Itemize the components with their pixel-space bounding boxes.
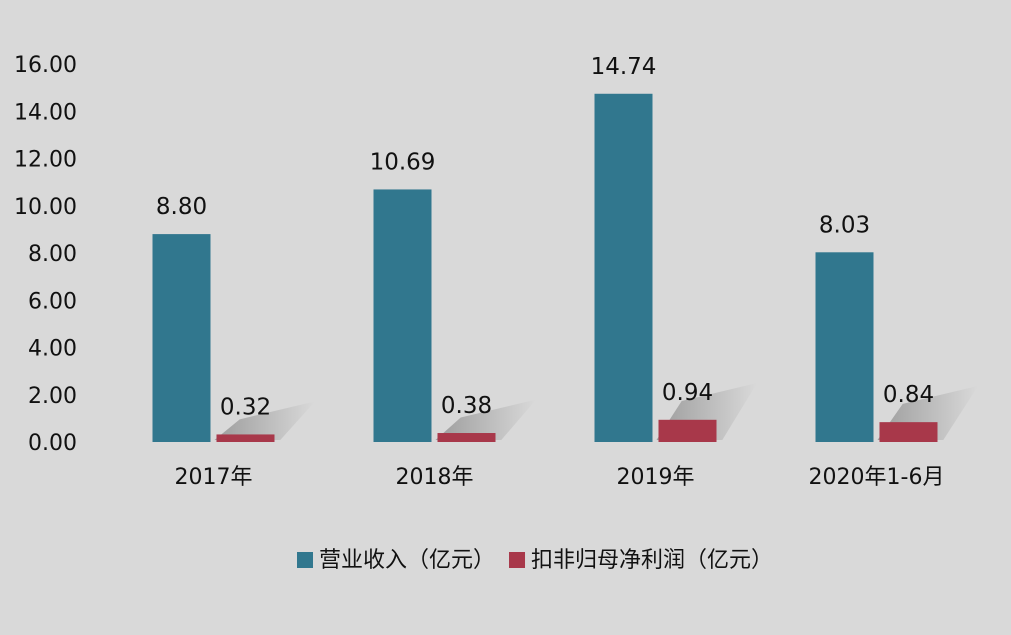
bar [437, 433, 496, 442]
y-tick-label: 8.00 [28, 242, 77, 267]
y-tick-label: 12.00 [14, 148, 77, 173]
legend-label: 扣非归母净利润（亿元） [531, 548, 773, 573]
x-tick-label: 2019年 [617, 465, 695, 490]
bar [216, 434, 275, 442]
bars [152, 93, 938, 442]
x-tick-label: 2018年 [396, 465, 474, 490]
y-tick-label: 0.00 [28, 431, 77, 456]
x-axis: 2017年 2018年 2019年 2020年1-6月 [175, 465, 945, 490]
y-tick-label: 2.00 [28, 384, 77, 409]
data-label: 8.80 [156, 194, 207, 220]
data-label: 0.32 [220, 394, 271, 420]
x-tick-label: 2020年1-6月 [809, 465, 945, 490]
data-label: 8.03 [819, 212, 870, 238]
data-label: 0.38 [441, 393, 492, 419]
data-label: 0.84 [883, 382, 934, 408]
bar [658, 419, 717, 442]
bar [594, 93, 653, 442]
bar [879, 422, 938, 442]
y-tick-label: 6.00 [28, 289, 77, 314]
bar-shadow [435, 399, 537, 440]
legend: 营业收入（亿元） 扣非归母净利润（亿元） [297, 548, 773, 573]
bar [373, 189, 432, 442]
bar [152, 234, 211, 442]
y-tick-label: 16.00 [14, 53, 77, 78]
y-tick-label: 10.00 [14, 195, 77, 220]
y-tick-label: 4.00 [28, 337, 77, 362]
legend-swatch [509, 552, 526, 568]
bar-shadow [214, 401, 316, 440]
legend-label: 营业收入（亿元） [319, 548, 495, 573]
data-label: 0.94 [662, 380, 713, 406]
y-tick-label: 14.00 [14, 100, 77, 125]
y-axis: 0.00 2.00 4.00 6.00 8.00 10.00 12.00 14.00 16.00 [14, 53, 77, 456]
bar [815, 252, 874, 442]
x-tick-label: 2017年 [175, 465, 253, 490]
legend-swatch [297, 552, 313, 568]
data-labels: 8.80 0.32 10.69 0.38 14.74 0.94 8.03 0.84 [156, 54, 934, 421]
data-label: 10.69 [370, 149, 436, 175]
data-label: 14.74 [591, 54, 657, 80]
